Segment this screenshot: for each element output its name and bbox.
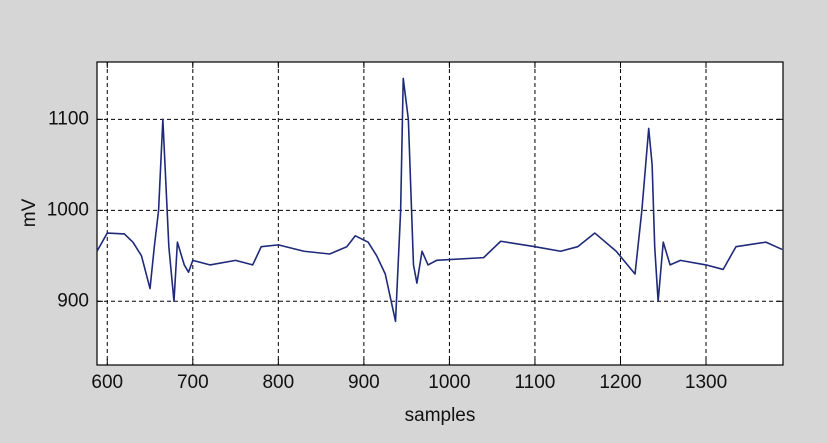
ecg-line <box>96 77 783 323</box>
y-axis-label: mV <box>19 198 40 227</box>
x-tick-label: 1200 <box>599 372 641 393</box>
x-tick-label: 700 <box>177 372 209 393</box>
y-tick-label: 1000 <box>47 199 89 220</box>
x-axis-label: samples <box>405 405 476 426</box>
y-tick-label: 900 <box>57 290 89 311</box>
x-tick-label: 900 <box>348 372 380 393</box>
y-tick-label: 1100 <box>48 108 89 129</box>
x-tick-label: 1300 <box>685 372 727 393</box>
x-tick-label: 1100 <box>515 372 556 393</box>
x-tick-label: 600 <box>91 372 123 393</box>
plot-area <box>96 61 784 366</box>
x-tick-label: 800 <box>262 372 294 393</box>
x-tick-label: 1000 <box>428 372 470 393</box>
